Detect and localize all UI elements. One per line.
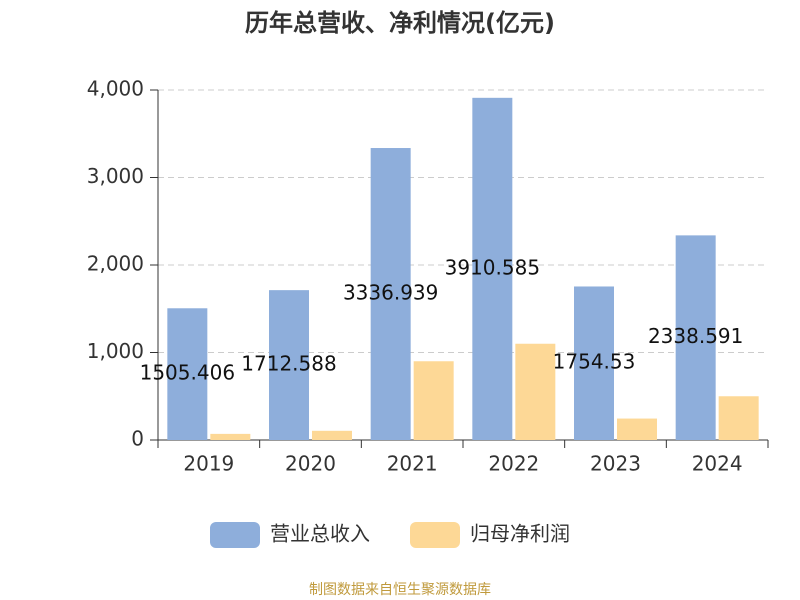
y-tick-label: 1,000 [87, 339, 144, 363]
x-tick-label: 2021 [387, 452, 438, 476]
bar [472, 97, 513, 440]
bar [574, 286, 614, 440]
y-tick-label: 0 [131, 427, 144, 451]
x-tick-label: 2022 [488, 452, 539, 476]
bar [312, 430, 352, 440]
x-tick-label: 2023 [590, 452, 641, 476]
bar [617, 418, 657, 440]
bar [515, 343, 556, 440]
legend-swatch [410, 522, 460, 548]
legend-label: 营业总收入 [270, 522, 370, 546]
bar [210, 433, 251, 440]
data-label: 3336.939 [343, 281, 438, 305]
bar [718, 396, 759, 440]
legend-label: 归母净利润 [470, 522, 570, 546]
y-tick-label: 4,000 [87, 77, 144, 101]
legend-swatch [210, 522, 260, 548]
bar [370, 148, 411, 441]
data-label: 2338.591 [648, 324, 743, 348]
data-label: 1754.53 [553, 350, 636, 374]
chart-title: 历年总营收、净利情况(亿元) [245, 9, 555, 37]
data-label: 3910.585 [445, 255, 540, 279]
x-tick-label: 2019 [183, 452, 234, 476]
bar [413, 361, 454, 440]
data-label: 1712.588 [241, 352, 336, 376]
bar [167, 308, 208, 440]
bar [269, 290, 309, 440]
y-tick-label: 3,000 [87, 164, 144, 188]
x-tick-label: 2020 [285, 452, 336, 476]
y-tick-label: 2,000 [87, 252, 144, 276]
x-tick-label: 2024 [692, 452, 743, 476]
data-label: 1505.406 [140, 361, 235, 385]
bar [675, 235, 716, 440]
source-note: 制图数据来自恒生聚源数据库 [309, 582, 491, 598]
